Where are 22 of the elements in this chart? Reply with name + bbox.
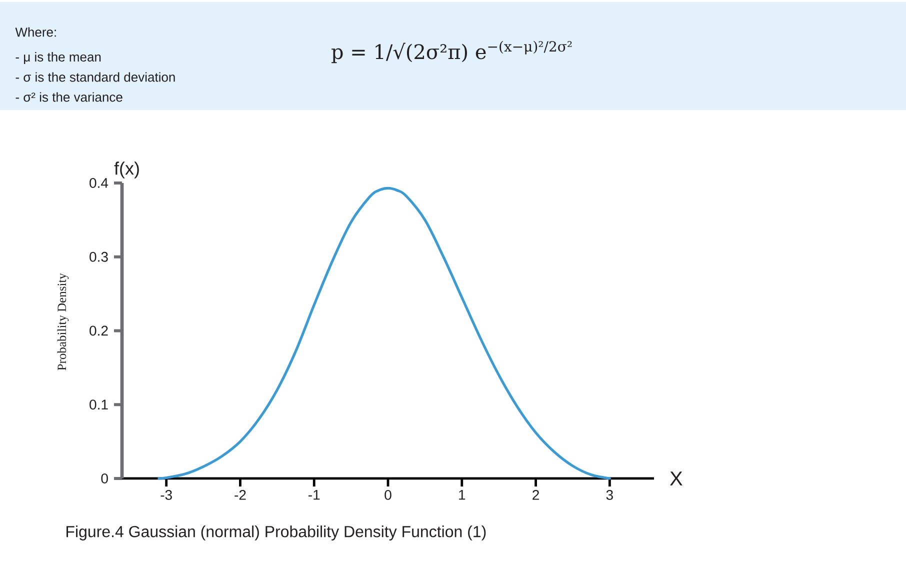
y-axis-title: Probability Density — [57, 273, 69, 370]
x-tick-label: -3 — [160, 490, 172, 500]
text: f(x) — [114, 162, 139, 178]
y-tick-label: 0.4 — [90, 178, 108, 188]
y-tick-label: 0.1 — [90, 400, 108, 410]
line-series — [158, 186, 611, 480]
x-tick-label: 0 — [384, 490, 392, 500]
text: Figure.4 Gaussian (normal) Probability Density Function (1) — [66, 526, 486, 540]
text: - σ² is the variance — [16, 92, 122, 102]
text: p = 1/√(2σ²π) e$^{−(x−μ)²/2σ²}$ — [332, 40, 572, 64]
y-tick-label: 0.2 — [90, 326, 108, 336]
text: Where: — [15, 27, 56, 37]
y-tick-label: 0.3 — [90, 252, 108, 262]
x-tick-label: -2 — [234, 490, 246, 500]
y-tick-label: 0 — [101, 474, 108, 484]
x-tick-label: 2 — [532, 490, 539, 500]
text: - σ is the standard deviation — [16, 72, 175, 82]
x-tick-label: -1 — [308, 490, 320, 500]
x-axis-title: X — [670, 472, 682, 486]
x-tick-label: 3 — [606, 490, 613, 500]
x-tick-label: 1 — [459, 490, 466, 500]
text: - μ is the mean — [16, 52, 101, 64]
